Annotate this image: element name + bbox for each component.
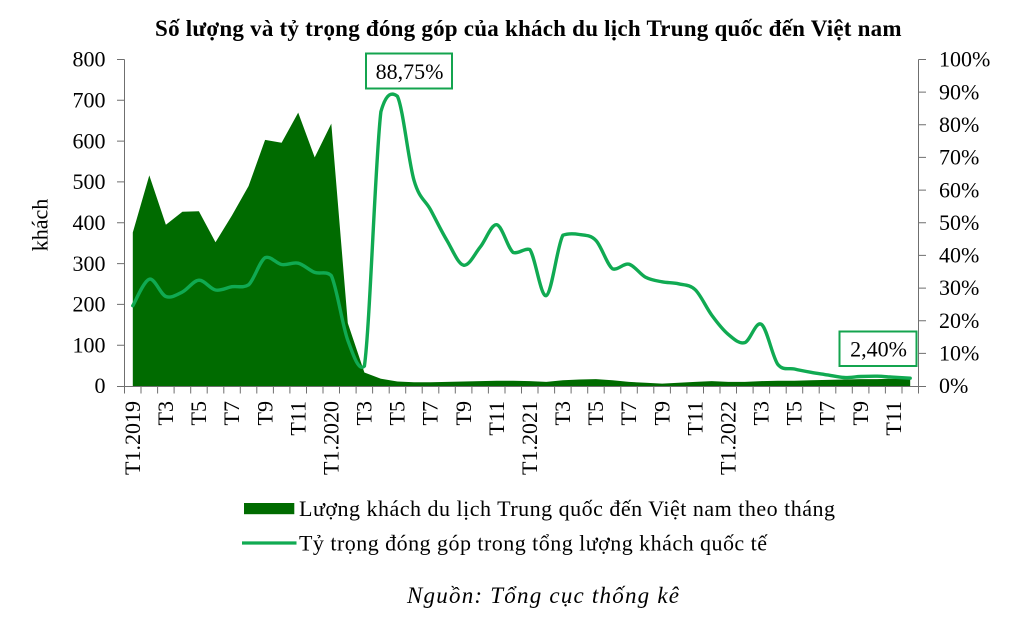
svg-text:T1.2021: T1.2021 (517, 401, 542, 475)
svg-text:T11: T11 (484, 401, 509, 436)
svg-text:T1.2019: T1.2019 (120, 401, 145, 475)
svg-text:T9: T9 (451, 401, 476, 425)
svg-text:T3: T3 (749, 401, 774, 425)
svg-text:Lượng khách du lịch Trung quốc: Lượng khách du lịch Trung quốc đến Việt … (299, 496, 835, 521)
svg-text:T1.2022: T1.2022 (716, 401, 741, 475)
svg-text:700: 700 (73, 88, 106, 113)
svg-text:T9: T9 (649, 401, 674, 425)
svg-text:Nguồn: Tổng cục thống kê: Nguồn: Tổng cục thống kê (406, 583, 680, 608)
svg-text:400: 400 (73, 210, 106, 235)
svg-text:80%: 80% (939, 112, 979, 137)
svg-text:500: 500 (73, 169, 106, 194)
svg-text:T5: T5 (583, 401, 608, 425)
svg-text:20%: 20% (939, 308, 979, 333)
svg-text:T9: T9 (252, 401, 277, 425)
svg-text:90%: 90% (939, 79, 979, 104)
svg-text:T7: T7 (616, 401, 641, 425)
svg-text:0%: 0% (939, 373, 968, 398)
svg-text:30%: 30% (939, 275, 979, 300)
svg-text:2,40%: 2,40% (850, 337, 907, 362)
svg-text:T3: T3 (352, 401, 377, 425)
svg-text:T11: T11 (285, 401, 310, 436)
svg-text:T5: T5 (782, 401, 807, 425)
svg-text:T5: T5 (385, 401, 410, 425)
svg-text:60%: 60% (939, 177, 979, 202)
svg-text:T7: T7 (219, 401, 244, 425)
svg-text:40%: 40% (939, 243, 979, 268)
svg-text:T9: T9 (848, 401, 873, 425)
svg-text:200: 200 (73, 292, 106, 317)
svg-text:T3: T3 (153, 401, 178, 425)
svg-text:0: 0 (95, 373, 106, 398)
svg-text:70%: 70% (939, 145, 979, 170)
svg-text:T7: T7 (418, 401, 443, 425)
svg-text:88,75%: 88,75% (376, 59, 444, 84)
svg-text:T11: T11 (881, 401, 906, 436)
svg-text:100: 100 (73, 332, 106, 357)
svg-text:T1.2020: T1.2020 (319, 401, 344, 475)
svg-text:300: 300 (73, 251, 106, 276)
svg-text:50%: 50% (939, 210, 979, 235)
svg-text:10%: 10% (939, 341, 979, 366)
svg-text:T7: T7 (815, 401, 840, 425)
svg-text:Tỷ trọng đóng góp trong tổng l: Tỷ trọng đóng góp trong tổng lượng khách… (299, 531, 768, 556)
svg-text:Số lượng và tỷ trọng đóng góp: Số lượng và tỷ trọng đóng góp của khách … (155, 16, 902, 41)
svg-text:800: 800 (73, 47, 106, 72)
svg-text:T3: T3 (550, 401, 575, 425)
svg-text:100%: 100% (939, 47, 990, 72)
svg-text:T11: T11 (682, 401, 707, 436)
svg-text:T5: T5 (186, 401, 211, 425)
svg-text:khách: khách (28, 199, 53, 252)
svg-text:600: 600 (73, 128, 106, 153)
